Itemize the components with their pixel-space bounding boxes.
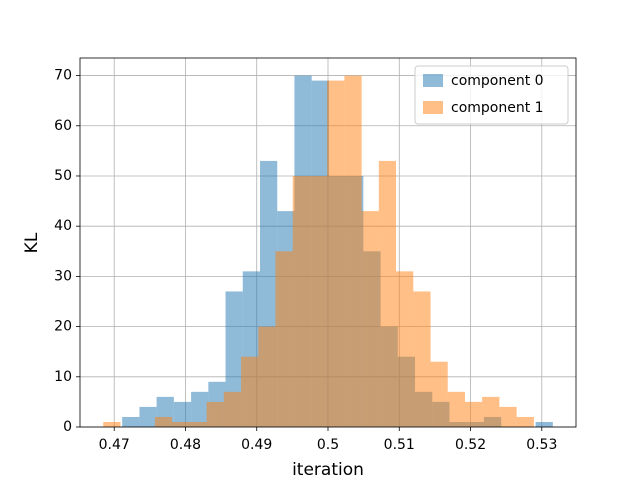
y-tick-label: 0 bbox=[63, 419, 72, 435]
bars bbox=[103, 75, 553, 428]
histogram-bar bbox=[499, 406, 517, 427]
histogram-bar bbox=[378, 160, 397, 427]
y-tick-label: 40 bbox=[54, 218, 72, 234]
histogram-bar bbox=[139, 406, 157, 427]
histogram-bar bbox=[191, 391, 209, 427]
histogram-bar bbox=[361, 211, 379, 427]
histogram-bar bbox=[122, 416, 140, 427]
legend-swatch bbox=[423, 74, 443, 87]
histogram-bar bbox=[154, 416, 173, 427]
legend-box bbox=[414, 65, 569, 125]
y-tick-label: 50 bbox=[54, 168, 72, 184]
histogram-bar bbox=[344, 75, 362, 428]
histogram-bar bbox=[172, 421, 190, 427]
x-tick-label: 0.53 bbox=[526, 437, 557, 453]
x-axis-label: iteration bbox=[292, 460, 364, 480]
histogram-bar bbox=[396, 271, 414, 427]
histogram-bar bbox=[258, 326, 276, 427]
histogram-bar bbox=[413, 291, 431, 427]
x-tick-label: 0.5 bbox=[317, 437, 339, 453]
x-tick-label: 0.52 bbox=[455, 437, 486, 453]
histogram-bar bbox=[241, 356, 259, 427]
y-axis-label: KL bbox=[22, 232, 42, 253]
histogram-bar bbox=[103, 421, 121, 427]
x-tick-label: 0.49 bbox=[241, 437, 272, 453]
x-tick-label: 0.47 bbox=[99, 437, 130, 453]
histogram-bar bbox=[223, 391, 242, 427]
histogram-bar bbox=[535, 421, 553, 427]
y-tick-label: 20 bbox=[54, 319, 72, 335]
x-tick-label: 0.51 bbox=[384, 437, 415, 453]
histogram-bar bbox=[275, 251, 293, 427]
histogram-bar bbox=[447, 391, 465, 427]
histogram-bar bbox=[189, 421, 207, 427]
histogram-bar bbox=[516, 416, 534, 427]
histogram-bar bbox=[173, 401, 192, 427]
y-tick-label: 10 bbox=[54, 369, 72, 385]
y-tick-label: 70 bbox=[54, 68, 72, 84]
x-tick-label: 0.48 bbox=[170, 437, 201, 453]
histogram-bar bbox=[292, 175, 310, 427]
ticks: 0.47 0.48 0.49 0.5 0.51 0.52 0.53 0 10 20 30 40 50 60… bbox=[54, 68, 557, 453]
histogram-bar bbox=[327, 80, 345, 428]
histogram-bar bbox=[309, 175, 328, 427]
legend-label: component 1 bbox=[451, 100, 544, 116]
legend: component 0 component 1 bbox=[414, 65, 569, 125]
histogram-bar bbox=[482, 396, 500, 427]
y-tick-label: 30 bbox=[54, 268, 72, 284]
legend-swatch bbox=[423, 101, 443, 114]
histogram-bar bbox=[464, 401, 483, 427]
histogram-bar bbox=[206, 401, 224, 427]
histogram-bar bbox=[430, 361, 448, 427]
y-tick-label: 60 bbox=[54, 118, 72, 134]
legend-label: component 0 bbox=[451, 73, 544, 89]
